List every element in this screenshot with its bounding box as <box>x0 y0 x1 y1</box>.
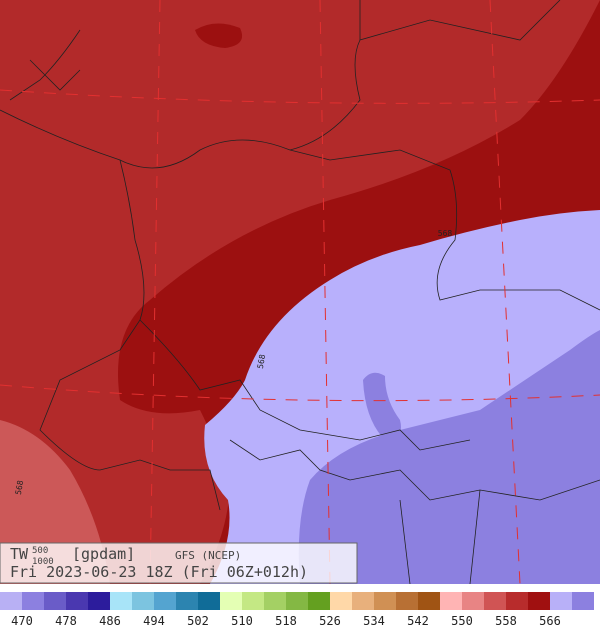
info-box-bg <box>0 542 358 584</box>
color-swatch <box>66 592 88 610</box>
colorbar-label: 470 <box>11 614 33 628</box>
colorbar-label: 502 <box>187 614 209 628</box>
contour-label: 568 <box>438 229 453 238</box>
borders <box>0 0 600 585</box>
colorbar-label: 526 <box>319 614 341 628</box>
contour-labels: 568 568 568 <box>14 229 453 495</box>
map: 568 568 568 <box>0 0 600 585</box>
color-swatch <box>440 592 462 610</box>
color-swatch <box>550 592 572 610</box>
map-region <box>195 23 243 48</box>
color-swatch <box>528 592 550 610</box>
color-swatch <box>484 592 506 610</box>
color-swatch <box>88 592 110 610</box>
color-swatch <box>418 592 440 610</box>
color-swatch <box>286 592 308 610</box>
colorbar-label: 494 <box>143 614 165 628</box>
colorbar-label: 534 <box>363 614 385 628</box>
color-swatch <box>132 592 154 610</box>
color-swatch <box>220 592 242 610</box>
graticule <box>0 0 600 585</box>
color-swatch <box>0 592 22 610</box>
color-swatch <box>396 592 418 610</box>
colorbar-label: 510 <box>231 614 253 628</box>
colorbar-label: 486 <box>99 614 121 628</box>
colorbar-label: 518 <box>275 614 297 628</box>
color-swatch <box>176 592 198 610</box>
unit: [gpdam] <box>72 545 135 563</box>
color-swatch <box>198 592 220 610</box>
color-swatch <box>374 592 396 610</box>
color-swatch <box>308 592 330 610</box>
info-box: TW 500 1000 [gpdam] GFS (NCEP) Fri 2023-… <box>0 542 358 584</box>
valid-time: Fri 2023-06-23 18Z (Fri 06Z+012h) <box>10 563 308 581</box>
color-swatch <box>572 592 594 610</box>
color-swatch <box>352 592 374 610</box>
colorbar-label: 478 <box>55 614 77 628</box>
color-swatch <box>330 592 352 610</box>
color-swatch <box>264 592 286 610</box>
field-level-top: 500 <box>32 546 48 556</box>
colorbar-label: 566 <box>539 614 561 628</box>
map-region <box>298 330 600 584</box>
colorbar-label: 558 <box>495 614 517 628</box>
map-region <box>363 372 401 440</box>
color-swatch <box>242 592 264 610</box>
model: GFS (NCEP) <box>175 549 241 562</box>
field-name: TW <box>10 545 29 563</box>
color-swatch <box>44 592 66 610</box>
colorbar-label: 550 <box>451 614 473 628</box>
contour-label: 568 <box>14 479 25 495</box>
color-swatch <box>506 592 528 610</box>
field-level-bottom: 1000 <box>32 557 54 567</box>
colorbar-label: 542 <box>407 614 429 628</box>
colorbar: 470 478 486 494 502 510 518 526 534 542 550 558 566 <box>0 592 594 628</box>
color-swatch <box>110 592 132 610</box>
color-swatch <box>22 592 44 610</box>
color-swatch <box>154 592 176 610</box>
color-swatch <box>462 592 484 610</box>
contour-label: 568 <box>256 353 267 369</box>
